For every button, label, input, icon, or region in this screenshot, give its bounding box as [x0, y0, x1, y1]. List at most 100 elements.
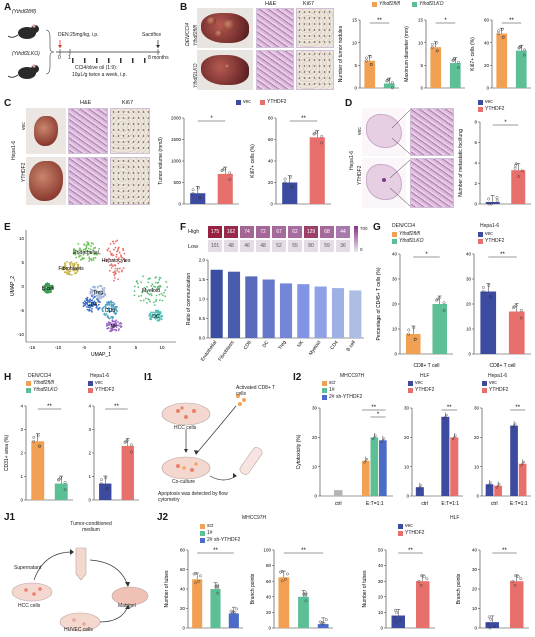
panel-label-h: H: [4, 372, 12, 383]
data-point: [383, 437, 386, 440]
data-point: [231, 611, 235, 615]
umap-point: [110, 263, 113, 266]
umap-point: [117, 321, 119, 323]
b-ki67-image-wt: [296, 8, 334, 48]
f-high-label: High: [188, 229, 200, 235]
data-point: [489, 481, 492, 484]
data-point: [496, 32, 500, 36]
data-point: [32, 435, 36, 439]
umap-point: [86, 296, 89, 299]
umap-point: [108, 301, 111, 304]
j2-legend-vec: vec: [405, 523, 413, 529]
heatmap-cell-high: 175: [208, 226, 222, 238]
umap-point: [153, 301, 155, 304]
umap-point: [98, 307, 101, 309]
data-point: [391, 86, 394, 90]
umap-point: [98, 247, 101, 250]
umap-point: [117, 247, 120, 250]
f-heatmap: 175 162 74 72 67 62 129 68 44 101 48 46 48 52 55 80 59 36…: [208, 226, 368, 256]
umap-point: [46, 285, 49, 287]
f-low-label: Low: [188, 244, 199, 250]
data-point: [216, 584, 220, 588]
y-tick-label: 20: [466, 302, 472, 307]
bar: [510, 581, 524, 628]
umap-point: [104, 293, 107, 296]
panel-label-i1: I1: [144, 372, 153, 383]
umap-point: [157, 312, 160, 315]
bar: [227, 271, 241, 338]
y-tick-label: 2: [20, 451, 23, 456]
c-legend-vec: vec: [243, 99, 251, 105]
data-point: [279, 570, 282, 574]
b-he-image-wt: [256, 8, 294, 48]
panel-label-j2: J2: [157, 512, 169, 523]
heatmap-scale-label: 700: [360, 226, 368, 231]
data-point: [322, 621, 326, 625]
umap-point: [63, 264, 66, 267]
umap-point: [98, 300, 100, 303]
panel-label-f: F: [180, 222, 187, 233]
umap-point: [98, 294, 101, 297]
umap-point: [155, 300, 157, 303]
umap-point: [160, 292, 163, 295]
umap-point: [96, 305, 98, 308]
umap-point: [112, 306, 115, 309]
umap-point: [118, 322, 121, 325]
i1-tcells-label: Activated CD8+ T cells: [236, 385, 276, 397]
umap-point: [93, 293, 96, 296]
j2-chart-tubes-hlf: 0 10 20 30 40 50 Number of tubes **: [362, 548, 435, 631]
x-tick-label: E:T=1:1: [441, 501, 459, 507]
g-chart-den: 0 10 20 30 40 Percentage of CD45+ T cells (%)…: [376, 252, 453, 368]
umap-point: [83, 244, 86, 246]
data-point: [380, 440, 383, 444]
y-tick-label: 0: [268, 626, 271, 631]
bar: [496, 33, 508, 88]
umap-point: [87, 241, 90, 244]
cluster-label: Endothelial: [73, 250, 99, 256]
umap-point: [88, 256, 91, 259]
heatmap-scale-label: 0: [360, 247, 363, 252]
y-tick-label: 0: [314, 494, 317, 499]
umap-point: [91, 294, 94, 296]
data-point: [280, 579, 284, 583]
data-point: [511, 579, 515, 583]
data-point: [387, 78, 391, 81]
data-point: [407, 332, 411, 336]
data-point: [196, 186, 200, 190]
umap-point: [151, 287, 154, 290]
umap-point: [110, 305, 113, 307]
x-tick-label: 0: [109, 345, 112, 350]
bar: [510, 425, 518, 496]
cluster-label: DC: [152, 314, 160, 320]
data-point: [498, 482, 501, 486]
umap-point: [66, 271, 69, 274]
h-chart-den: 0 1 2 3 4 CD31+ area (%) **: [4, 404, 73, 503]
umap-point: [48, 285, 51, 288]
umap-point: [87, 306, 90, 309]
y-axis-label: Ratio of communication: [186, 273, 192, 325]
x-tick-label: Myeloid: [308, 339, 323, 356]
umap-point: [67, 273, 70, 275]
umap-point: [115, 328, 118, 331]
umap-point: [114, 312, 117, 315]
umap-point: [76, 270, 79, 273]
umap-point: [89, 304, 92, 307]
j2-legend-swatch-sh2: [200, 538, 205, 543]
umap-point: [155, 294, 158, 297]
data-point: [363, 461, 366, 464]
j2-legend-scr: scr: [207, 523, 214, 529]
y-axis-label: Number of tubes: [362, 570, 368, 607]
umap-point: [88, 257, 91, 260]
umap-point: [89, 288, 92, 291]
umap-point: [112, 271, 115, 274]
data-point: [194, 581, 198, 585]
sig-label: **: [377, 18, 382, 24]
bar: [370, 437, 379, 496]
heatmap-cell-low: 48: [256, 240, 270, 252]
bar: [485, 484, 494, 496]
data-point: [442, 417, 446, 420]
y-tick-label: 1: [20, 474, 23, 479]
umap-point: [50, 284, 52, 287]
b-liver-photo-wt: [197, 8, 253, 48]
umap-point: [98, 252, 101, 255]
